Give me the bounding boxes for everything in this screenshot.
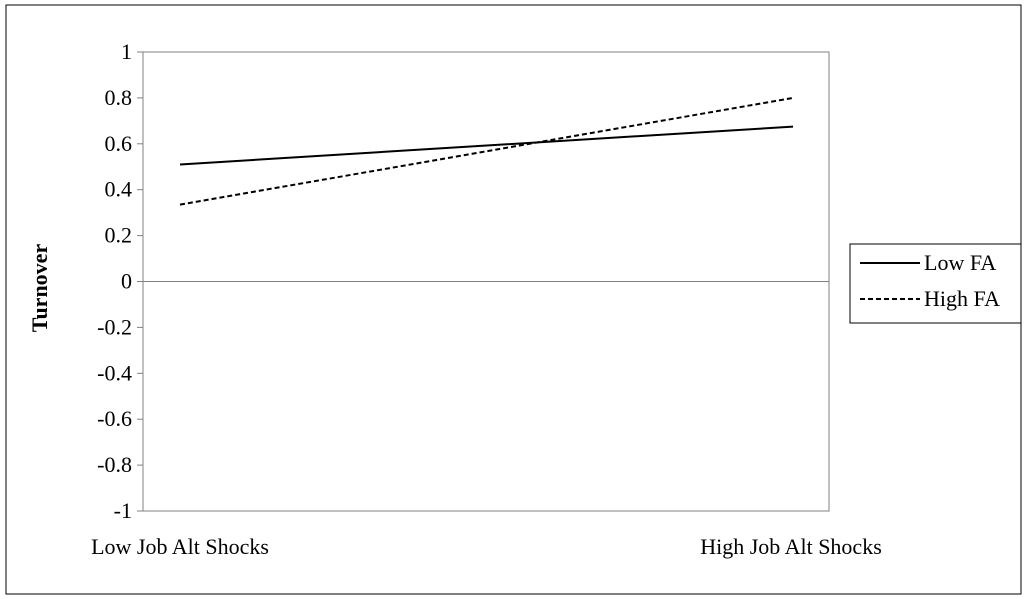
series-line-high-fa	[179, 96, 794, 206]
x-category-label: Low Job Alt Shocks	[91, 534, 269, 559]
y-tick-label: -0.8	[97, 452, 132, 477]
y-tick-label: 0.6	[105, 131, 133, 156]
y-tick-label: -0.2	[97, 314, 132, 339]
series-lines	[179, 96, 794, 206]
y-axis-title: Turnover	[27, 244, 52, 333]
y-tick-label: -0.6	[97, 406, 132, 431]
y-tick-label: 0	[121, 269, 132, 294]
legend-box	[849, 243, 1022, 324]
y-axis: 1 0.8 0.6 0.4 0.2 0 -0.2 -0.4 -0.6 -0.8 -1	[97, 39, 143, 523]
legend-label: High FA	[924, 286, 1000, 311]
x-axis-labels: Low Job Alt Shocks High Job Alt Shocks	[91, 534, 882, 559]
legend: Low FA High FA	[849, 243, 1022, 324]
legend-label: Low FA	[924, 250, 996, 275]
y-tick-label: -1	[114, 498, 132, 523]
y-tick-label: 1	[121, 39, 132, 64]
y-tick-label: 0.4	[105, 177, 133, 202]
y-tick-label: 0.8	[105, 85, 133, 110]
y-tick-label: 0.2	[105, 223, 133, 248]
y-tick-label: -0.4	[97, 360, 132, 385]
x-category-label: High Job Alt Shocks	[700, 534, 882, 559]
series-line-low-fa	[179, 125, 794, 166]
